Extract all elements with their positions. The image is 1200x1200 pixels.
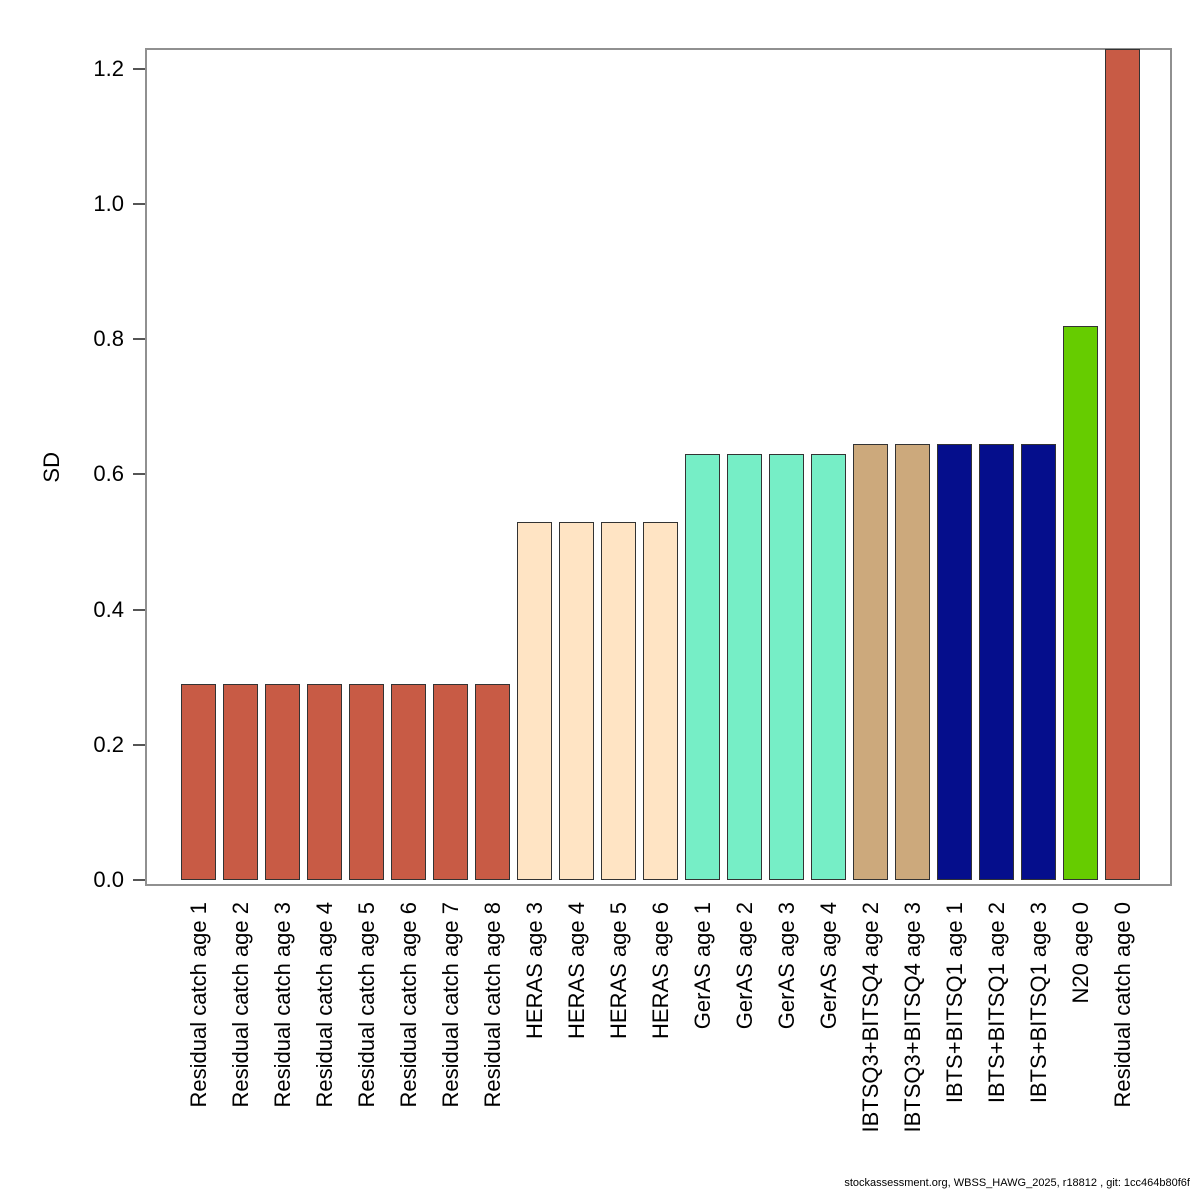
y-tick-label: 0.2 [93,731,124,757]
y-tick-label: 0.0 [93,867,124,892]
y-tick-label: 1.0 [93,191,124,216]
y-tick-mark [133,338,145,341]
bar [391,683,426,880]
bar [601,521,636,880]
x-tick-label: GerAS age 4 [816,902,841,1030]
x-tick-label: Residual catch age 6 [396,902,421,1108]
x-tick-label: HERAS age 3 [522,902,547,1039]
bar [559,521,594,880]
y-tick-label: 0.6 [93,461,124,487]
bar [307,683,342,880]
x-tick-label: HERAS age 5 [606,902,631,1039]
y-tick-mark [133,67,145,70]
bar [349,683,384,880]
x-tick-label: GerAS age 3 [774,902,799,1030]
bar [643,521,678,880]
x-tick-label: IBTS+BITSQ1 age 1 [942,902,967,1104]
x-tick-label: Residual catch age 5 [354,902,379,1108]
bar [1063,325,1098,880]
bar [811,454,846,880]
footer-attribution: stockassessment.org, WBSS_HAWG_2025, r18… [844,1177,1190,1189]
bar [181,683,216,880]
y-tick-label: 0.4 [93,596,124,622]
bar [895,443,930,880]
bar [769,454,804,880]
bar [979,443,1014,880]
x-tick-label: IBTSQ3+BITSQ4 age 2 [858,902,883,1133]
x-tick-label: HERAS age 6 [648,902,673,1039]
bar [937,443,972,880]
x-tick-label: Residual catch age 0 [1110,902,1135,1108]
y-tick-label: 1.2 [93,55,124,81]
bar [727,454,762,880]
x-tick-label: Residual catch age 7 [438,902,463,1108]
x-tick-label: HERAS age 4 [564,902,589,1039]
y-tick-mark [133,473,145,476]
x-tick-label: GerAS age 2 [732,902,757,1030]
bar [685,454,720,880]
bar [265,683,300,880]
x-tick-label: Residual catch age 2 [228,902,253,1108]
x-tick-label: IBTS+BITSQ1 age 2 [984,902,1009,1104]
y-tick-mark [133,879,145,881]
bar [433,683,468,880]
bar [475,683,510,880]
x-tick-label: Residual catch age 1 [186,902,211,1108]
x-tick-label: IBTSQ3+BITSQ4 age 3 [900,902,925,1133]
x-tick-label: Residual catch age 8 [480,902,505,1108]
bar [1105,48,1140,880]
bar [223,683,258,880]
y-tick-mark [133,203,145,205]
x-tick-label: N20 age 0 [1068,902,1093,1004]
y-tick-mark [133,743,145,746]
y-axis-title: SD [39,452,64,483]
y-tick-mark [133,608,145,611]
bar [1021,443,1056,880]
bar [517,521,552,880]
y-tick-label: 0.8 [93,326,124,352]
x-tick-label: Residual catch age 3 [270,902,295,1108]
x-tick-label: GerAS age 1 [690,902,715,1030]
x-tick-label: Residual catch age 4 [312,902,337,1108]
x-tick-label: IBTS+BITSQ1 age 3 [1026,902,1051,1104]
bar [853,443,888,880]
